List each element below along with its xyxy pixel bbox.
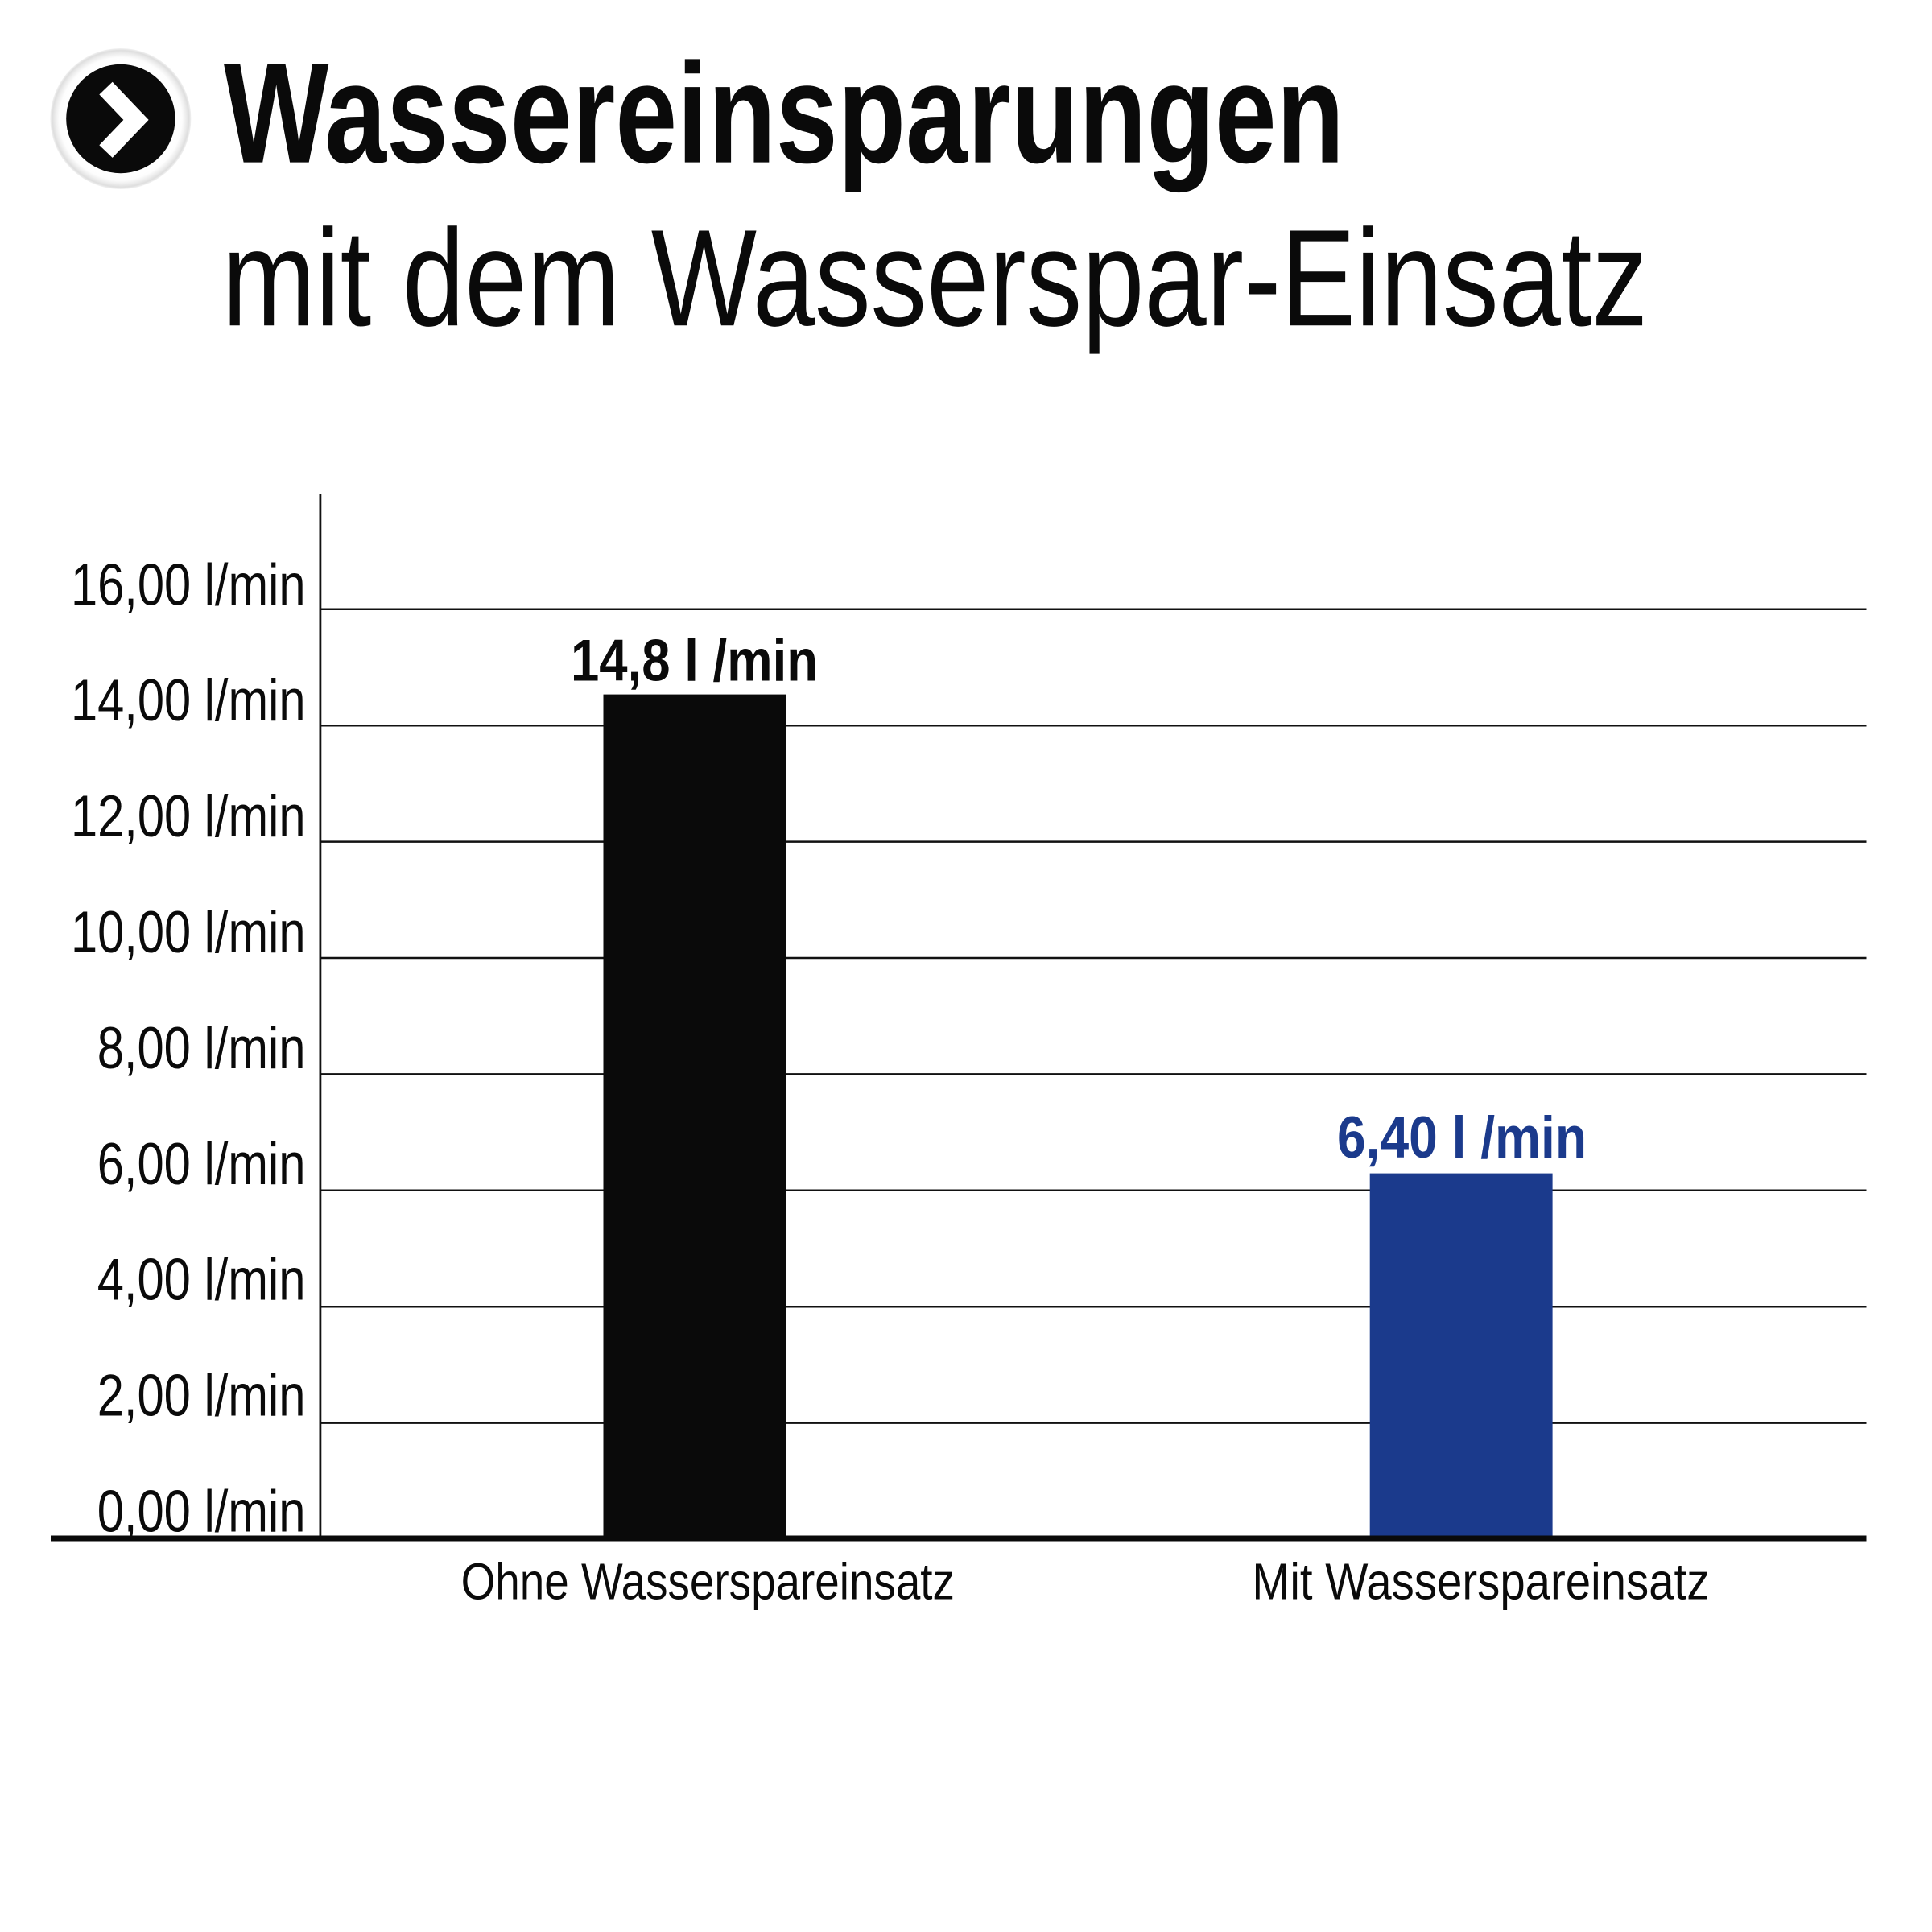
svg-text:Mit Wasserspareinsatz: Mit Wasserspareinsatz (1252, 1552, 1709, 1610)
svg-text:14,00 l/min: 14,00 l/min (71, 668, 306, 733)
svg-text:10,00 l/min: 10,00 l/min (71, 900, 306, 965)
svg-text:Wassereinsparungen: Wassereinsparungen (224, 34, 1344, 193)
svg-text:12,00 l/min: 12,00 l/min (71, 784, 306, 849)
svg-text:8,00 l/min: 8,00 l/min (97, 1016, 306, 1081)
svg-text:6,00 l/min: 6,00 l/min (97, 1132, 306, 1197)
svg-text:4,00 l/min: 4,00 l/min (97, 1248, 306, 1313)
svg-text:2,00 l/min: 2,00 l/min (97, 1364, 306, 1429)
svg-text:mit dem Wasserspar-Einsatz: mit dem Wasserspar-Einsatz (222, 201, 1648, 355)
svg-text:0,00 l/min: 0,00 l/min (97, 1479, 306, 1544)
svg-text:14,8 l /min: 14,8 l /min (571, 629, 818, 694)
svg-text:6,40 l /min: 6,40 l /min (1337, 1105, 1587, 1170)
svg-text:Ohne Wasserspareinsatz: Ohne Wasserspareinsatz (461, 1552, 955, 1610)
svg-text:16,00 l/min: 16,00 l/min (71, 552, 306, 617)
